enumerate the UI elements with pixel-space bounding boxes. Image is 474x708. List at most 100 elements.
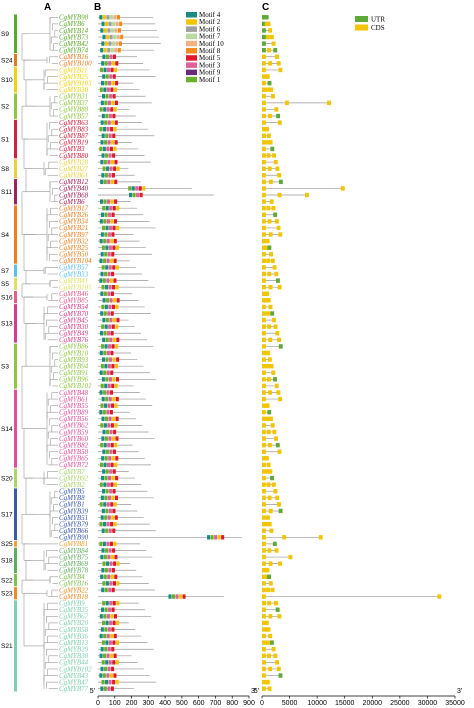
motif-box (102, 278, 106, 283)
motif-box (102, 600, 106, 606)
motif-box (115, 344, 119, 349)
gene-label: CgMYB105 (59, 283, 92, 291)
motif-box (112, 548, 116, 553)
motif-box (108, 61, 112, 66)
motif-box (107, 252, 111, 257)
cds-box (270, 423, 275, 428)
subgroup-label: S2 (1, 103, 9, 110)
motif-box (104, 456, 108, 461)
motif-box (100, 67, 104, 73)
cds-box (268, 390, 272, 395)
cds-box (272, 429, 277, 435)
cds-box (262, 627, 266, 632)
motif-box (111, 495, 115, 501)
motif-box (115, 456, 119, 461)
axis-tick-label: 30000 (418, 700, 438, 707)
motif-box (107, 647, 111, 652)
motif-box (110, 219, 114, 224)
cds-box (340, 186, 345, 191)
cds-box (262, 133, 266, 138)
motif-box (101, 344, 105, 349)
motif-box (104, 41, 108, 46)
cds-box (265, 74, 270, 79)
gene-label: CgMYB14 (59, 27, 89, 35)
subgroup-label: S5 (1, 281, 9, 288)
gene-label: CgMYB28 (59, 158, 89, 166)
panel-label-c: C (262, 2, 269, 13)
cds-box (267, 48, 271, 53)
gene-label: CgMYB25 (59, 244, 89, 252)
cds-box (278, 561, 282, 566)
gene-label: CgMYB72 (59, 461, 89, 469)
motif-box (107, 311, 111, 316)
legend-label: Motif 6 (199, 25, 221, 33)
cds-box (262, 146, 266, 152)
motif-box (107, 199, 111, 204)
motif-box (111, 515, 115, 520)
motif-box (102, 94, 106, 99)
motif-box (108, 456, 112, 461)
gene-structure-tracks (262, 15, 442, 691)
cds-box (262, 383, 266, 389)
cds-box (268, 508, 273, 514)
cds-box (267, 495, 272, 501)
gene-label: CgMYB51 (59, 514, 88, 522)
utr-box (267, 410, 272, 415)
subgroup-bar (14, 389, 17, 468)
subgroup-bar (14, 541, 17, 547)
gene-label: CgMYB41 (59, 277, 88, 285)
motif-box (105, 489, 109, 494)
motif-box (111, 140, 115, 145)
motif-box (109, 410, 113, 415)
cds-box (262, 686, 266, 691)
motif-box (116, 298, 120, 303)
cds-box (266, 311, 270, 316)
motif-box (112, 416, 116, 422)
motif-box (106, 410, 110, 415)
gene-label: CgMYB88 (59, 106, 89, 114)
motif-box (101, 548, 105, 553)
motif-box (106, 653, 110, 658)
gene-label: CgMYB57 (59, 264, 89, 272)
motif-box (105, 548, 109, 553)
motif-box (111, 212, 115, 217)
subgroup-bar (14, 14, 17, 53)
motif-box (112, 377, 116, 382)
gene-label: CgMYB103 (59, 79, 92, 87)
motif-box (113, 34, 117, 40)
utr-box (262, 41, 266, 46)
cds-box (266, 133, 271, 138)
cds-box (266, 153, 271, 158)
cds-box (268, 179, 273, 185)
cds-box (262, 331, 266, 336)
motif-box (102, 54, 106, 59)
subgroup-label: S8 (1, 166, 9, 173)
cds-box (267, 357, 272, 362)
motif-box (106, 633, 110, 639)
motif-box (108, 41, 112, 46)
cds-box (262, 515, 266, 520)
motif-box (103, 28, 107, 33)
motif-box (105, 416, 109, 422)
cds-box (277, 120, 282, 125)
gene-label: CgMYB30 (59, 323, 89, 331)
motif-box (116, 337, 120, 343)
motif-box (108, 416, 112, 422)
subgroup-label: S22 (1, 577, 13, 584)
motif-box (99, 350, 103, 356)
motif-box (105, 245, 109, 250)
motif-box (179, 594, 183, 599)
motif-box (100, 179, 104, 185)
cds-box (262, 410, 266, 415)
motif-box (106, 34, 110, 40)
motif-box (115, 416, 119, 422)
motif-box (102, 357, 106, 362)
cds-box (266, 258, 271, 264)
motif-box (110, 462, 114, 468)
cds-box (262, 528, 266, 533)
gene-label: CgMYB8 (59, 494, 85, 502)
motif-box (101, 396, 105, 402)
motif-box (103, 67, 107, 73)
cds-box (268, 337, 273, 343)
